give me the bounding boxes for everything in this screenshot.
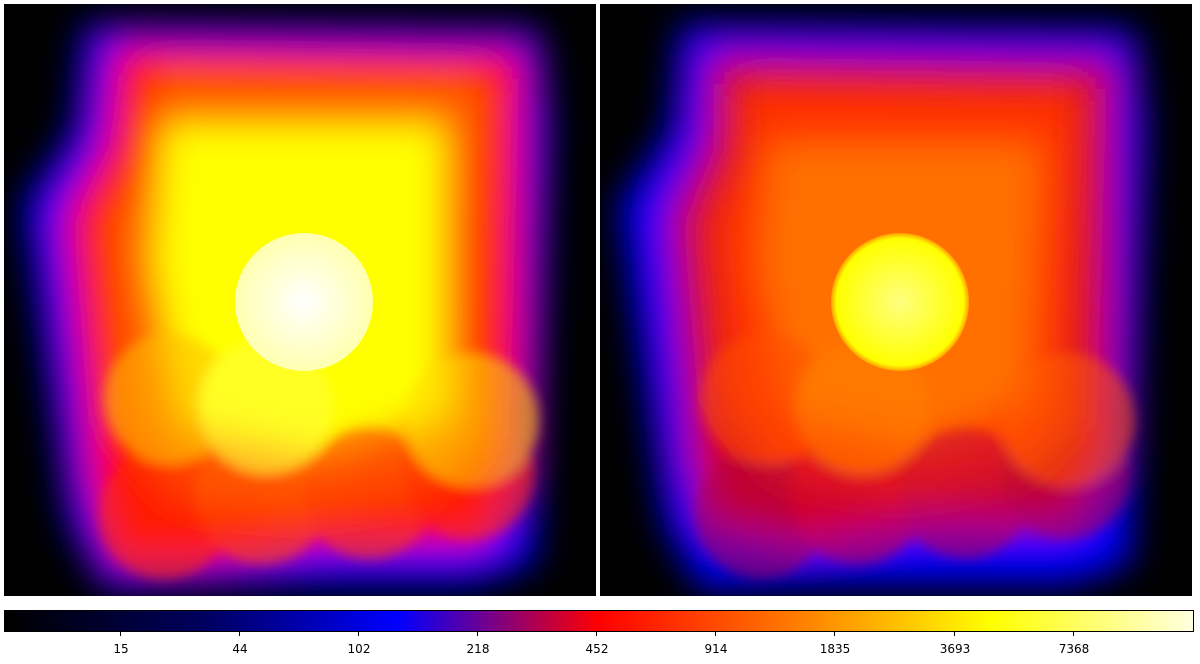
colorbar-tick-mark	[834, 632, 835, 636]
center-bright-spot	[235, 233, 373, 371]
colorbar-tick-mark	[120, 632, 121, 636]
colorbar-tick-label: 452	[585, 642, 609, 656]
colorbar-tick-mark	[1073, 632, 1074, 636]
colorbar-tick-label: 1835	[819, 642, 851, 656]
left-image-panel	[4, 4, 596, 596]
colorbar-tick-label: 3693	[939, 642, 971, 656]
panel-divider	[596, 0, 600, 600]
center-bright-spot	[831, 233, 969, 371]
colorbar-tick-mark	[954, 632, 955, 636]
colorbar-tick-label: 15	[113, 642, 129, 656]
colorbar-tick-label: 914	[704, 642, 728, 656]
colorbar	[4, 610, 1194, 632]
left-exposure-image	[24, 24, 549, 589]
colorbar-tick-label: 218	[466, 642, 490, 656]
colorbar-tick-mark	[715, 632, 716, 636]
right-exposure-image	[620, 24, 1145, 589]
colorbar-tick-mark	[477, 632, 478, 636]
colorbar-tick-mark	[239, 632, 240, 636]
colorbar-tick-label: 7368	[1058, 642, 1090, 656]
colorbar-tick-label: 102	[347, 642, 371, 656]
colorbar-tick-mark	[358, 632, 359, 636]
colorbar-tick-label: 44	[232, 642, 248, 656]
colorbar-tick-mark	[596, 632, 597, 636]
right-image-panel	[600, 4, 1192, 596]
